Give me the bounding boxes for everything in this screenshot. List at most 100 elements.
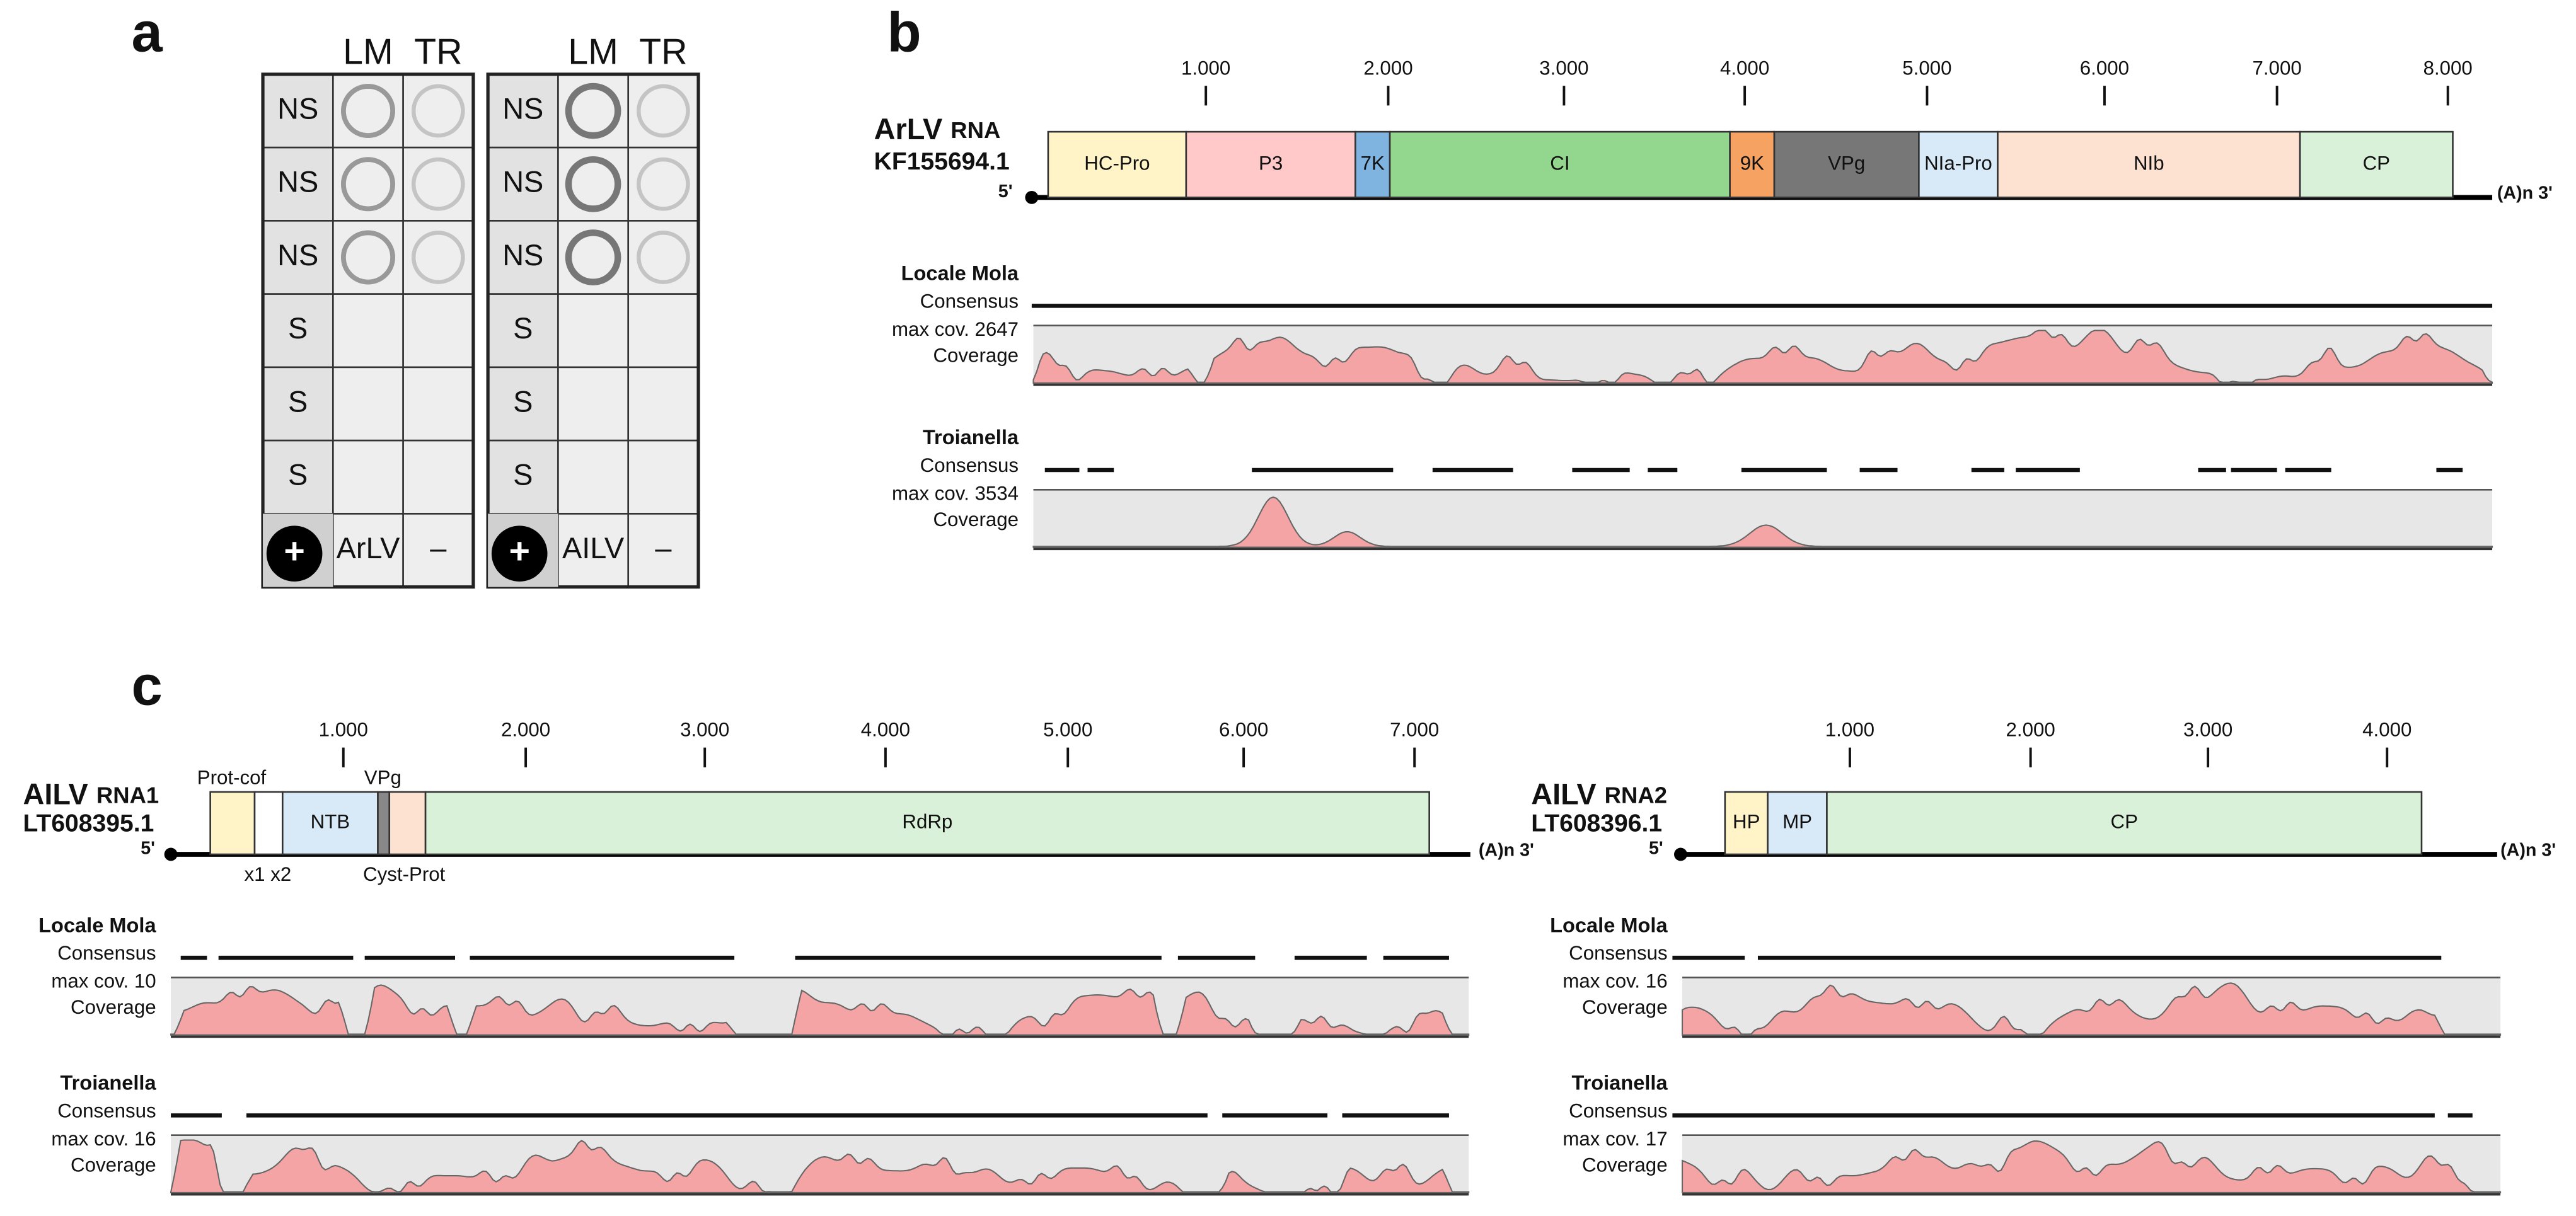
positive-control <box>266 525 323 582</box>
five-prime-cap <box>1674 847 1687 861</box>
row-label: NS <box>277 239 318 272</box>
positive-sign: + <box>284 531 304 571</box>
coverage-profile <box>170 984 1470 1036</box>
ruler-label: 6.000 <box>1219 719 1268 741</box>
blot-cell <box>332 293 404 369</box>
dot-signal <box>340 230 395 285</box>
gene-label: NIa-Pro <box>1924 152 1992 175</box>
ruler-label: 2.000 <box>501 719 550 741</box>
gene-box <box>2299 130 2454 198</box>
three-prime: (A)n 3' <box>2497 183 2553 204</box>
blot-cell <box>557 293 630 369</box>
negative-control: – <box>655 532 672 565</box>
gene-label: P3 <box>1259 152 1283 175</box>
max-coverage: max cov. 16 <box>51 1128 156 1150</box>
three-prime: (A)n 3' <box>2500 840 2556 860</box>
five-prime-cap <box>1025 190 1039 204</box>
blot-cell <box>627 366 700 442</box>
row-label: S <box>513 312 533 345</box>
max-coverage: max cov. 16 <box>1562 970 1667 992</box>
ruler-label: 5.000 <box>1902 57 1951 79</box>
molecule: RNA1 <box>96 782 159 808</box>
coverage-profile <box>1032 496 2493 548</box>
gene-label: RdRp <box>902 811 952 833</box>
row-label: NS <box>502 92 543 125</box>
gene-box <box>377 791 391 856</box>
blot-cell <box>262 73 334 149</box>
blot-cell <box>332 366 404 442</box>
negative-control: – <box>430 532 447 565</box>
five-prime-cap <box>164 847 178 861</box>
coverage-label: Coverage <box>71 996 156 1018</box>
consensus-label: Consensus <box>1569 1099 1667 1121</box>
panel-label: b <box>887 1 921 63</box>
dot-signal <box>340 84 395 139</box>
row-label: S <box>288 312 308 345</box>
molecule: RNA2 <box>1605 782 1667 808</box>
coverage-label: Coverage <box>1582 1154 1668 1176</box>
dot-signal <box>411 231 465 284</box>
virus-name: ArLV <box>874 113 943 146</box>
virus-control: ArLV <box>337 532 401 565</box>
blot-cell <box>402 513 475 588</box>
coverage-label: Coverage <box>933 344 1019 366</box>
ruler-label: 7.000 <box>1390 719 1439 741</box>
site-name: Locale Mola <box>38 914 156 936</box>
accession: LT608396.1 <box>1531 810 1662 837</box>
row-label: S <box>513 459 533 491</box>
coverage-profile <box>170 1139 1470 1193</box>
virus-name: AILV <box>23 778 88 811</box>
gene-label: 9K <box>1740 152 1764 175</box>
gene-label: CP <box>2110 811 2137 833</box>
positive-sign: + <box>509 531 529 571</box>
ruler-label: 4.000 <box>861 719 910 741</box>
five-prime: 5' <box>141 839 155 859</box>
five-prime: 5' <box>1649 839 1663 859</box>
coverage-label: Coverage <box>933 508 1019 531</box>
blot-cell <box>487 220 559 295</box>
consensus-label: Consensus <box>920 454 1019 476</box>
gene-label: 7K <box>1361 152 1385 175</box>
gene-label: HC-Pro <box>1084 152 1150 175</box>
blot-border <box>486 72 700 589</box>
consensus-label: Consensus <box>920 290 1019 312</box>
gene-box <box>424 791 1430 856</box>
dot-signal <box>340 157 395 212</box>
virus-name: AILV <box>1531 778 1596 811</box>
blot-cell <box>262 439 334 515</box>
gene-annotation: Cyst-Prot <box>363 863 446 885</box>
five-prime: 5' <box>998 181 1013 202</box>
ruler-label: 2.000 <box>1363 57 1412 79</box>
dot-signal <box>411 157 465 211</box>
ruler-label: 3.000 <box>680 719 729 741</box>
ruler-label: 3.000 <box>1539 57 1588 79</box>
gene-label: HP <box>1733 811 1760 833</box>
dot-signal <box>637 231 690 284</box>
ruler-label: 1.000 <box>319 719 368 741</box>
gene-box <box>1047 130 1187 198</box>
virus-control: AILV <box>562 532 625 565</box>
dot-signal <box>637 84 690 138</box>
coverage-profile <box>1682 1140 2502 1193</box>
panel-label: a <box>132 1 163 63</box>
row-label: NS <box>502 166 543 198</box>
coverage-label: Coverage <box>1582 996 1668 1018</box>
row-label: S <box>288 459 308 491</box>
site-name: Locale Mola <box>901 261 1019 284</box>
dot-signal <box>565 156 621 212</box>
gene-annotation: VPg <box>364 766 401 788</box>
ruler-label: 5.000 <box>1043 719 1092 741</box>
dot-signal <box>565 83 621 139</box>
blot-cell <box>487 366 559 442</box>
accession: KF155694.1 <box>874 148 1010 175</box>
blot-cell <box>557 366 630 442</box>
gene-box <box>388 791 427 856</box>
gene-box <box>1724 791 1769 856</box>
positive-control <box>491 525 548 582</box>
column-header: TR <box>639 32 687 72</box>
column-header: LM <box>343 32 393 72</box>
gene-annotation: x1 x2 <box>244 863 291 885</box>
gene-label: VPg <box>1828 152 1865 175</box>
dot-signal <box>637 157 690 211</box>
